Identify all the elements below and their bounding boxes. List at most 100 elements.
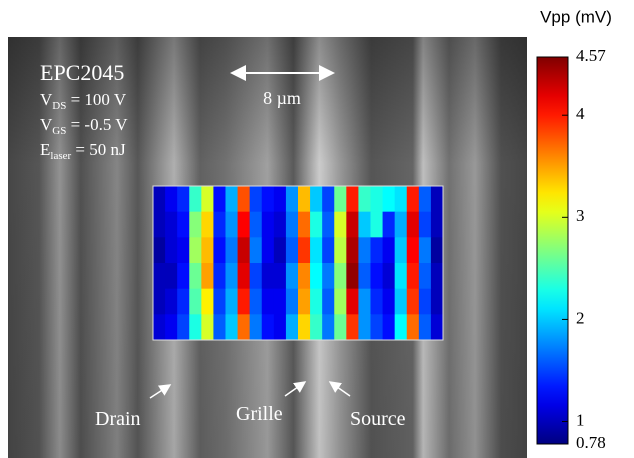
heat-cell <box>189 263 202 290</box>
tick-label: 1 <box>576 410 585 429</box>
heat-cell <box>285 186 299 213</box>
heat-cell <box>346 237 359 264</box>
tick-label: 2 <box>576 308 585 327</box>
heat-cell <box>358 237 371 264</box>
heat-cell <box>273 288 287 315</box>
heat-cell <box>177 237 190 264</box>
heat-cell <box>189 211 202 238</box>
heat-cell <box>298 263 311 290</box>
heat-cell <box>430 237 444 264</box>
condition: Elaser = 50 nJ <box>40 140 126 162</box>
heat-cell <box>298 237 311 264</box>
heat-cell <box>153 237 166 264</box>
heat-cell <box>237 314 251 341</box>
heat-cell <box>201 288 214 315</box>
heat-cell <box>406 288 420 315</box>
heat-cell <box>177 263 190 290</box>
heat-cell <box>310 237 323 264</box>
heat-cell <box>285 211 299 238</box>
heat-cell <box>394 211 408 238</box>
heat-cell <box>285 314 299 341</box>
heat-cell <box>165 263 178 290</box>
heat-cell <box>237 237 251 264</box>
heat-cell <box>189 186 202 213</box>
heat-cell <box>430 186 444 213</box>
heat-cell <box>165 288 178 315</box>
heat-cell <box>406 263 420 290</box>
heat-cell <box>177 288 190 315</box>
heat-cell <box>285 263 299 290</box>
heat-cell <box>382 211 396 238</box>
heat-cell <box>225 211 239 238</box>
heat-cell <box>418 237 432 264</box>
heat-cell <box>310 186 323 213</box>
heat-cell <box>153 263 166 290</box>
heat-cell <box>213 314 226 341</box>
heat-cell <box>322 288 335 315</box>
heat-cell <box>165 186 178 213</box>
condition-value: = -0.5 V <box>66 115 128 134</box>
heat-cell <box>285 288 299 315</box>
heat-cell <box>346 263 359 290</box>
heat-cell <box>406 211 420 238</box>
heat-cell <box>406 237 420 264</box>
heat-cell <box>213 211 226 238</box>
heat-cell <box>201 263 214 290</box>
heat-cell <box>237 288 251 315</box>
heat-cell <box>249 263 263 290</box>
heat-cell <box>165 314 178 341</box>
heat-cell <box>370 314 384 341</box>
heat-cell <box>418 211 432 238</box>
heat-cell <box>261 314 275 341</box>
heat-cell <box>298 314 311 341</box>
heat-cell <box>382 314 396 341</box>
heat-cell <box>249 314 263 341</box>
heat-cell <box>394 314 408 341</box>
heat-cell <box>370 263 384 290</box>
heat-cell <box>261 237 275 264</box>
condition-value: = 50 nJ <box>71 140 126 159</box>
heat-cell <box>213 186 226 213</box>
heat-cell <box>370 288 384 315</box>
heat-cell <box>273 186 287 213</box>
symbol: V <box>40 115 53 134</box>
heat-cell <box>201 237 214 264</box>
region-label: Source <box>350 408 406 430</box>
heat-cell <box>370 211 384 238</box>
heat-cell <box>213 263 226 290</box>
colorbar <box>536 56 569 445</box>
condition: VGS = -0.5 V <box>40 115 128 137</box>
heat-cell <box>153 186 166 213</box>
heat-cell <box>346 288 359 315</box>
heat-cell <box>177 314 190 341</box>
heat-cell <box>322 186 335 213</box>
heat-cell <box>382 288 396 315</box>
heat-cell <box>418 288 432 315</box>
heat-cell <box>237 186 251 213</box>
heat-cell <box>322 314 335 341</box>
heat-cell <box>237 211 251 238</box>
device-label: EPC2045 <box>40 60 124 85</box>
symbol: E <box>40 140 50 159</box>
heat-cell <box>358 288 371 315</box>
heatmap-border <box>152 185 444 341</box>
heat-cell <box>394 288 408 315</box>
symbol: V <box>40 90 53 109</box>
region-label: Grille <box>236 403 283 425</box>
colorbar-axis: 0.78 1 2 3 4 4.57 <box>562 46 606 452</box>
heat-cell <box>189 237 202 264</box>
heat-cell <box>201 211 214 238</box>
heat-cell <box>334 211 347 238</box>
heat-cell <box>261 288 275 315</box>
heat-cell <box>201 314 214 341</box>
heat-cell <box>261 211 275 238</box>
heat-cell <box>430 288 444 315</box>
heat-cell <box>189 314 202 341</box>
heat-cell <box>394 237 408 264</box>
heat-cell <box>249 288 263 315</box>
heat-cell <box>298 186 311 213</box>
heat-cell <box>310 263 323 290</box>
heat-cell <box>225 186 239 213</box>
